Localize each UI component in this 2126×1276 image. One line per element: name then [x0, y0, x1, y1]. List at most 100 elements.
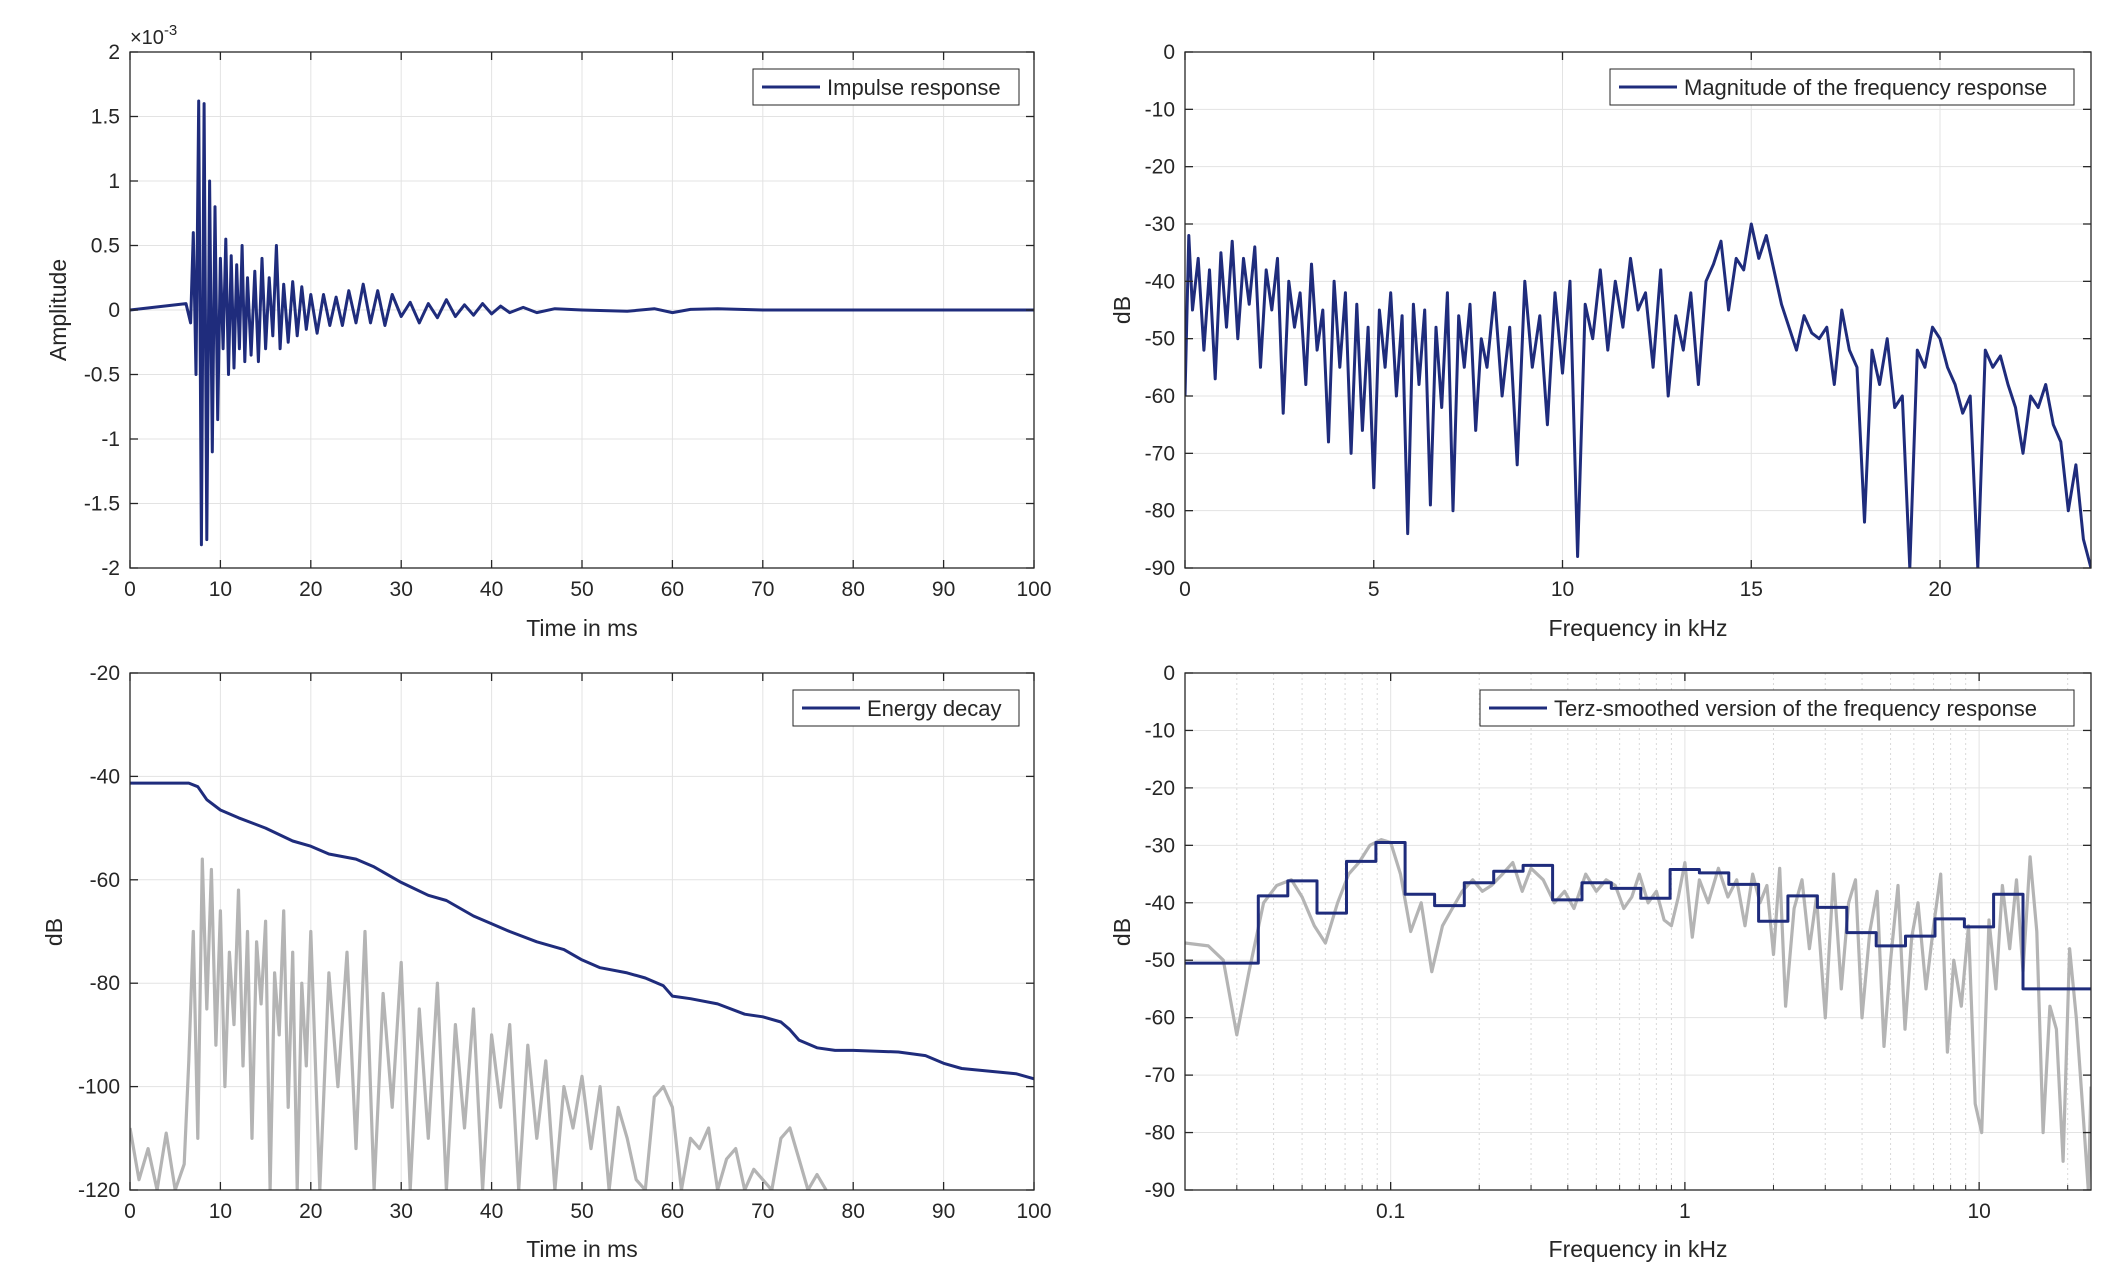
series-line — [1185, 222, 2091, 568]
magnitude-axes-frame — [1184, 51, 2092, 569]
x-tick-label: 10 — [1967, 1200, 1990, 1223]
energy-decay-y-axis-label: dB — [41, 918, 67, 946]
y-tick-label: -60 — [90, 869, 120, 892]
x-tick-label: 20 — [299, 1200, 322, 1223]
x-tick-label: 100 — [1016, 578, 1051, 601]
y-tick-label: 0 — [108, 299, 120, 322]
x-tick-label: 50 — [570, 578, 593, 601]
x-tick-label: 0 — [124, 578, 136, 601]
y-tick-label: -0.5 — [84, 364, 120, 387]
terz-smoothed-axes-frame — [1184, 672, 2092, 1191]
terz-smoothed-plot-area — [1185, 837, 2091, 1190]
x-tick-label: 0 — [1179, 578, 1191, 601]
y-tick-label: -120 — [78, 1179, 120, 1202]
terz-smoothed-legend-label: Terz-smoothed version of the frequency r… — [1554, 696, 2037, 721]
y-tick-label: 2 — [108, 41, 120, 64]
y-tick-label: -10 — [1145, 98, 1175, 121]
y-tick-label: -30 — [1145, 213, 1175, 236]
x-tick-label: 30 — [390, 1200, 413, 1223]
y-tick-label: -40 — [90, 765, 120, 788]
y-tick-label: -100 — [78, 1076, 120, 1099]
y-tick-label: -50 — [1145, 328, 1175, 351]
y-tick-label: -70 — [1145, 1064, 1175, 1087]
y-tick-label: -60 — [1145, 1007, 1175, 1030]
terz-smoothed-ticks: 0.1 1 10 -90 -80 -70 -60 -50 -40 -30 -20 -10 0 — [1145, 662, 2091, 1223]
y-tick-label: -20 — [1145, 777, 1175, 800]
x-tick-label: 20 — [299, 578, 322, 601]
x-tick-label: 20 — [1928, 578, 1951, 601]
x-tick-label: 10 — [209, 1200, 232, 1223]
y-tick-label: -1.5 — [84, 493, 120, 516]
y-tick-label: 1.5 — [91, 106, 120, 129]
energy-decay-ticks: 0 10 20 30 40 50 60 70 80 90 100 -120 -100 -80 -60 -40 -… — [78, 662, 1052, 1223]
terz-smoothed-legend-box — [1479, 689, 2075, 727]
magnitude-legend-label: Magnitude of the frequency response — [1684, 75, 2047, 100]
x-tick-label: 10 — [1551, 578, 1574, 601]
x-tick-label: 0 — [124, 1200, 136, 1223]
y-tick-label: -90 — [1145, 1179, 1175, 1202]
impulse-response-exponent-label: ×10-3 — [130, 22, 177, 49]
x-tick-label: 10 — [209, 578, 232, 601]
energy-decay-legend: Energy decay — [792, 689, 1020, 727]
y-tick-label: -80 — [90, 972, 120, 995]
y-tick-label: 0.5 — [91, 235, 120, 258]
y-tick-label: 0 — [1163, 41, 1175, 64]
y-tick-label: -40 — [1145, 892, 1175, 915]
impulse-response-plot-area — [130, 99, 1034, 547]
x-tick-label: 90 — [932, 578, 955, 601]
x-tick-label: 80 — [842, 578, 865, 601]
x-tick-label: 1 — [1679, 1200, 1691, 1223]
y-tick-label: -50 — [1145, 949, 1175, 972]
x-tick-label: 100 — [1016, 1200, 1051, 1223]
y-tick-label: -70 — [1145, 442, 1175, 465]
x-tick-label: 5 — [1368, 578, 1380, 601]
impulse-response-legend-label: Impulse response — [827, 75, 1001, 100]
magnitude-ticks: 0 5 10 15 20 -90 -80 -70 -60 -50 -40 -30 -20 -10 0 — [1145, 41, 2091, 601]
x-tick-label: 15 — [1740, 578, 1763, 601]
y-tick-label: -30 — [1145, 834, 1175, 857]
x-tick-label: 0.1 — [1376, 1200, 1405, 1223]
terz-smoothed-axes — [1185, 673, 2091, 1190]
y-tick-label: -80 — [1145, 1122, 1175, 1145]
y-tick-label: -90 — [1145, 557, 1175, 580]
series-line — [130, 781, 1034, 1081]
energy-decay-legend-label: Energy decay — [867, 696, 1002, 721]
x-tick-label: 40 — [480, 578, 503, 601]
y-tick-label: -10 — [1145, 719, 1175, 742]
x-tick-label: 60 — [661, 578, 684, 601]
energy-decay-panel: 0 10 20 30 40 50 60 70 80 90 100 -120 -100 -80 -60 -40 -… — [41, 662, 1052, 1262]
y-tick-label: -20 — [1145, 156, 1175, 179]
impulse-response-x-axis-label: Time in ms — [526, 615, 638, 641]
y-tick-label: -1 — [101, 428, 120, 451]
magnitude-y-axis-label: dB — [1109, 296, 1135, 324]
raw-series-line — [130, 857, 828, 1190]
y-tick-label: -60 — [1145, 385, 1175, 408]
magnitude-panel: 0 5 10 15 20 -90 -80 -70 -60 -50 -40 -30 -20 -10 0 Fre… — [1109, 41, 2092, 641]
impulse-response-legend: Impulse response — [752, 68, 1020, 106]
x-tick-label: 50 — [570, 1200, 593, 1223]
y-tick-label: -20 — [90, 662, 120, 685]
magnitude-legend-box — [1609, 68, 2075, 106]
impulse-response-ticks: 0 10 20 30 40 50 60 70 80 90 100 -2 -1.5 -1 -0.5 0 0.5 1 1… — [84, 41, 1052, 601]
y-tick-label: -40 — [1145, 270, 1175, 293]
terz-smoothed-legend: Terz-smoothed version of the frequency r… — [1479, 689, 2075, 727]
x-tick-label: 30 — [390, 578, 413, 601]
x-tick-label: 70 — [751, 1200, 774, 1223]
x-tick-label: 40 — [480, 1200, 503, 1223]
magnitude-plot-area — [1185, 222, 2091, 568]
x-tick-label: 70 — [751, 578, 774, 601]
x-tick-label: 90 — [932, 1200, 955, 1223]
impulse-response-panel: 0 10 20 30 40 50 60 70 80 90 100 -2 -1.5 -1 -0.5 0 0.5 1 1… — [45, 22, 1052, 641]
y-tick-label: 1 — [108, 170, 120, 193]
series-line — [130, 99, 1034, 547]
impulse-response-y-axis-label: Amplitude — [45, 259, 71, 361]
x-tick-label: 80 — [842, 1200, 865, 1223]
y-tick-label: 0 — [1163, 662, 1175, 685]
magnitude-legend: Magnitude of the frequency response — [1609, 68, 2075, 106]
y-tick-label: -2 — [101, 557, 120, 580]
terz-smoothed-panel: 0.1 1 10 -90 -80 -70 -60 -50 -40 -30 -20 -10 0 Frequ… — [1109, 662, 2092, 1262]
terz-smoothed-x-axis-label: Frequency in kHz — [1549, 1236, 1728, 1262]
series-line — [1185, 841, 2091, 991]
magnitude-x-axis-label: Frequency in kHz — [1549, 615, 1728, 641]
